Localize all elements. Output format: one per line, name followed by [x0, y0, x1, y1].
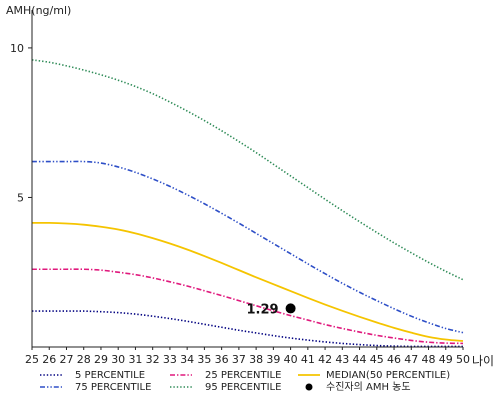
x-tick-label-8: 33	[163, 353, 177, 366]
y-axis-label: AMH(ng/ml)	[6, 4, 71, 17]
x-tick-label-19: 44	[353, 353, 367, 366]
x-tick-label-3: 28	[77, 353, 91, 366]
x-tick-label-6: 31	[128, 353, 142, 366]
x-tick-label-22: 47	[404, 353, 418, 366]
x-tick-label-11: 36	[215, 353, 229, 366]
x-tick-label-16: 41	[301, 353, 315, 366]
highlight-point-label: 1.29	[247, 302, 279, 317]
x-tick-label-17: 42	[318, 353, 332, 366]
y-tick-label-1: 10	[10, 42, 24, 55]
x-tick-label-5: 30	[111, 353, 125, 366]
legend: 5 PERCENTILE 25 PERCENTILE MEDIAN(50 PERCE…	[40, 370, 450, 393]
x-tick-label-0: 25	[25, 353, 39, 366]
legend-label-0: 5 PERCENTILE	[75, 370, 145, 381]
x-tick-label-23: 48	[422, 353, 436, 366]
x-tick-label-18: 43	[335, 353, 349, 366]
series-line-2	[31, 221, 464, 342]
tick-labels: 25 26 27 28 29 30 31 32 33 34 35 36 37 38 39 40 41 42 43 44…	[10, 42, 470, 366]
axes	[28, 10, 464, 350]
x-tick-label-20: 45	[370, 353, 384, 366]
series-line-4	[31, 59, 464, 281]
legend-label-3: 75 PERCENTILE	[75, 382, 151, 393]
legend-label-1: 25 PERCENTILE	[205, 370, 281, 381]
x-tick-label-9: 34	[180, 353, 194, 366]
x-tick-label-4: 29	[94, 353, 108, 366]
plot-lines	[31, 59, 464, 348]
x-tick-label-21: 46	[387, 353, 401, 366]
x-tick-label-14: 39	[266, 353, 280, 366]
x-tick-label-1: 26	[42, 353, 56, 366]
series-line-1	[32, 268, 464, 345]
highlight-point-marker	[285, 303, 296, 314]
x-tick-label-2: 27	[59, 353, 73, 366]
series-line-3	[31, 160, 464, 334]
legend-swatch-highlight	[305, 383, 313, 391]
x-tick-label-15: 40	[284, 353, 298, 366]
x-tick-label-24: 49	[439, 353, 453, 366]
x-tick-label-25: 50	[456, 353, 470, 366]
y-tick-label-0: 5	[17, 191, 24, 204]
legend-label-2: MEDIAN(50 PERCENTILE)	[326, 370, 450, 381]
x-tick-label-12: 37	[232, 353, 246, 366]
x-axis-label: 나이	[472, 354, 494, 368]
x-tick-label-7: 32	[146, 353, 160, 366]
highlight-point-group: 1.29	[247, 302, 296, 317]
legend-label-4: 95 PERCENTILE	[205, 382, 281, 393]
x-tick-label-10: 35	[197, 353, 211, 366]
x-tick-label-13: 38	[249, 353, 263, 366]
legend-label-highlight: 수진자의 AMH 농도	[326, 381, 411, 393]
